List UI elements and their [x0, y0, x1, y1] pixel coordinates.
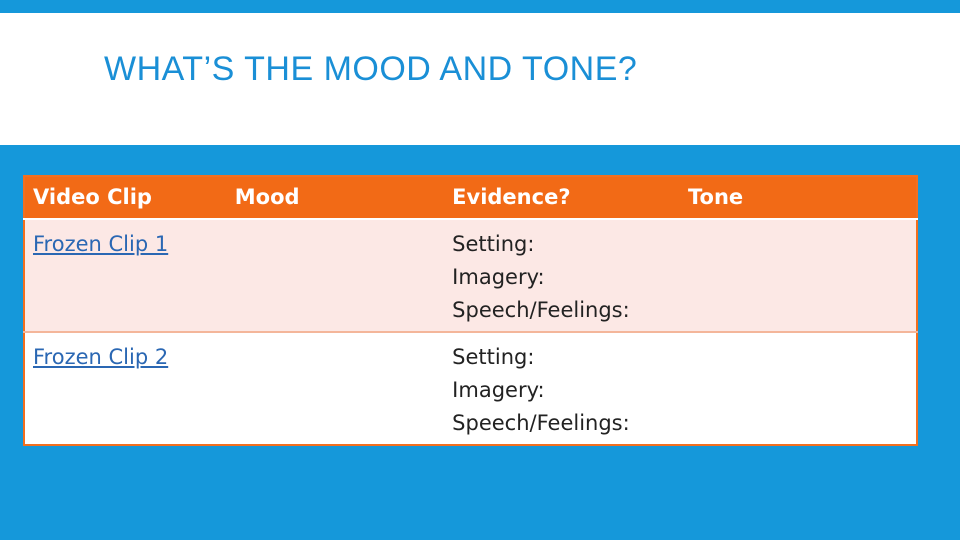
mood-tone-table: Video Clip Mood Evidence? Tone Frozen Cl…	[23, 175, 918, 446]
table-header-row: Video Clip Mood Evidence? Tone	[24, 176, 917, 219]
mood-cell	[226, 332, 445, 445]
mood-cell	[226, 218, 445, 333]
tone-cell	[680, 218, 917, 333]
evidence-setting-label: Setting:	[452, 345, 535, 369]
table-row: Frozen Clip 1 Setting: Imagery: Speech/F…	[24, 218, 917, 333]
header-evidence: Evidence?	[444, 176, 681, 219]
frozen-clip-2-link[interactable]: Frozen Clip 2	[33, 345, 169, 369]
slide-title: WHAT’S THE MOOD AND TONE?	[104, 50, 638, 88]
evidence-imagery-label: Imagery:	[452, 265, 545, 289]
evidence-speech-feelings-label: Speech/Feelings:	[452, 411, 630, 435]
clip-cell: Frozen Clip 1	[24, 218, 227, 333]
header-video-clip: Video Clip	[24, 176, 227, 219]
evidence-cell: Setting: Imagery: Speech/Feelings:	[444, 218, 681, 333]
evidence-speech-feelings-label: Speech/Feelings:	[452, 298, 630, 322]
evidence-imagery-label: Imagery:	[452, 378, 545, 402]
header-tone: Tone	[680, 176, 917, 219]
evidence-cell: Setting: Imagery: Speech/Feelings:	[444, 332, 681, 445]
evidence-setting-label: Setting:	[452, 232, 535, 256]
clip-cell: Frozen Clip 2	[24, 332, 227, 445]
title-band	[0, 13, 960, 145]
tone-cell	[680, 332, 917, 445]
frozen-clip-1-link[interactable]: Frozen Clip 1	[33, 232, 169, 256]
table-row: Frozen Clip 2 Setting: Imagery: Speech/F…	[24, 332, 917, 445]
header-mood: Mood	[226, 176, 445, 219]
